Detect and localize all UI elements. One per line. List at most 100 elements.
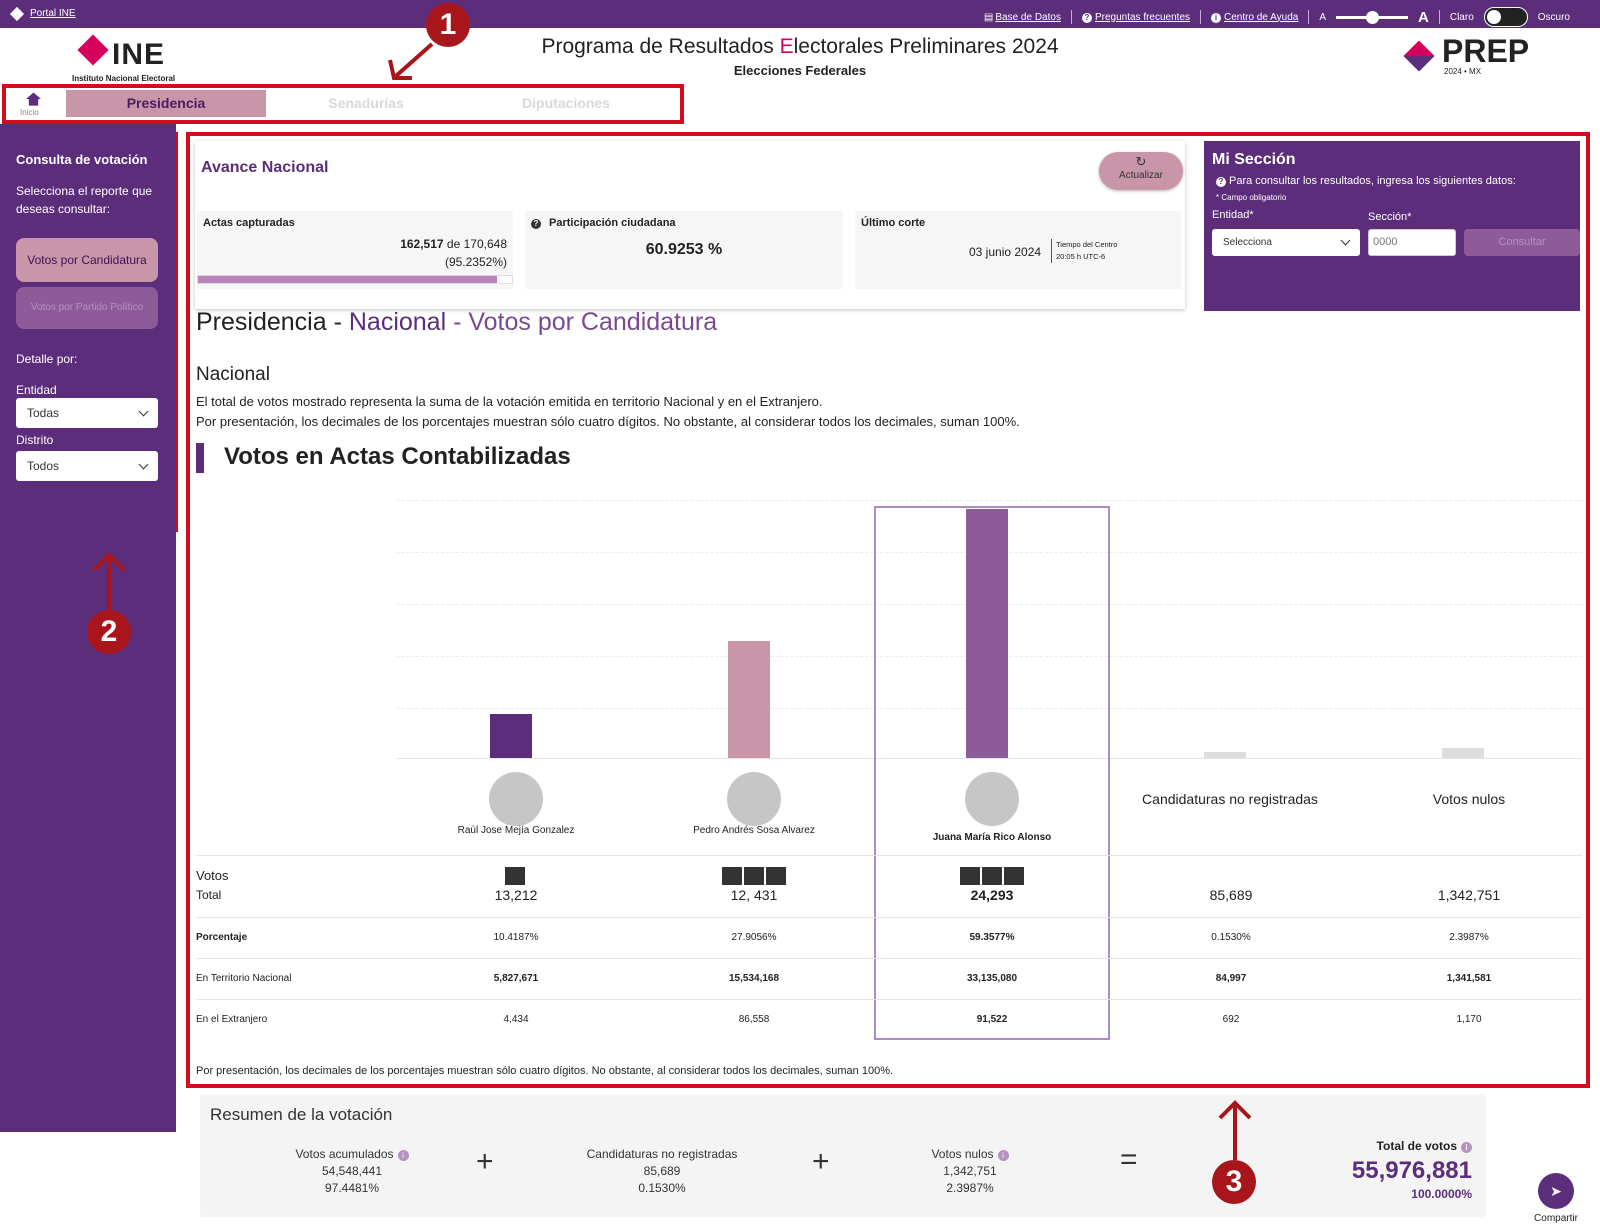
participacion-value: 60.9253 % — [645, 241, 723, 258]
actualizar-button[interactable]: ↻ Actualizar — [1099, 152, 1183, 190]
slider-knob[interactable] — [1366, 10, 1380, 24]
entidad-select[interactable]: Todas — [16, 398, 158, 428]
toggle-knob — [1486, 10, 1501, 24]
info-icon[interactable]: i — [397, 1150, 409, 1161]
results-heading: Presidencia - Nacional - Votos por Candi… — [196, 308, 717, 337]
column-header-votos-nulos: Votos nulos — [1432, 791, 1506, 807]
theme-toggle[interactable] — [1483, 7, 1528, 27]
claro-label: Claro — [1449, 11, 1474, 23]
bar-4 — [1442, 747, 1484, 758]
page-subtitle: Elecciones Federales — [733, 63, 867, 78]
mi-seccion-panel: Mi Sección ? Para consultar los resultado… — [1204, 141, 1580, 311]
party-logo — [982, 867, 1002, 885]
base-datos-link[interactable]: Base de Datos — [995, 11, 1061, 23]
votos-partido-button[interactable]: Votos por Partido Político — [16, 287, 158, 329]
compartir-button[interactable]: ➤ Compartir — [1530, 1173, 1582, 1224]
question-icon: ? — [1216, 177, 1226, 187]
cell-total: 13,212 — [494, 887, 538, 903]
tab-senadurias[interactable]: Senadurías — [328, 95, 404, 111]
total-value: 55,976,881 — [1351, 1157, 1472, 1184]
share-icon: ➤ — [1538, 1173, 1574, 1209]
row-divider — [196, 958, 1582, 959]
bar-0 — [490, 714, 532, 758]
party-logos — [505, 867, 525, 885]
corte-label: Último corte — [861, 217, 926, 229]
tab-home[interactable]: Inicio — [6, 90, 66, 117]
tab-diputaciones[interactable]: Diputaciones — [522, 95, 610, 111]
ms-entidad-select[interactable]: Selecciona — [1212, 229, 1360, 256]
candidate-name: Pedro Andrés Sosa Alvarez — [693, 825, 815, 836]
page-title: Programa de Resultados Electorales Preli… — [440, 35, 1160, 78]
question-icon: ? — [1081, 12, 1092, 23]
font-size-slider[interactable] — [1336, 10, 1409, 24]
votos-candidatura-button[interactable]: Votos por Candidatura — [16, 238, 158, 282]
avance-title: Avance Nacional — [201, 159, 329, 176]
acum-value: 54,548,441 — [321, 1164, 383, 1178]
actas-percent: (95.2352%) — [444, 255, 507, 269]
corte-tz1: Tiempo del Centro — [1056, 240, 1118, 249]
resumen-title: Resumen de la votación — [210, 1105, 393, 1124]
divider — [1200, 10, 1202, 24]
sidebar-title: Consulta de votación — [16, 152, 148, 167]
info-icon[interactable]: i — [997, 1150, 1009, 1161]
ultimo-corte-card: Último corte 03 junio 2024 Tiempo del Ce… — [855, 211, 1181, 289]
font-big-label: A — [1418, 8, 1429, 26]
centro-ayuda-link[interactable]: Centro de Ayuda — [1224, 11, 1299, 23]
description-text: Por presentación, los decimales de los p… — [196, 414, 1020, 429]
party-logo — [722, 867, 742, 885]
preguntas-link[interactable]: Preguntas frecuentes — [1094, 11, 1191, 23]
bar-3 — [1204, 752, 1246, 758]
annotation-box-main — [186, 132, 1590, 1088]
ine-logo-subtitle: Instituto Nacional Electoral — [72, 74, 176, 83]
candidate-name: Juana María Rico Alonso — [932, 832, 1052, 843]
corte-tz2: 20:05 h UTC-6 — [1056, 252, 1106, 261]
ms-entidad-label: Entidad* — [1212, 209, 1254, 221]
row-label-total: Total — [196, 888, 222, 902]
consultar-button[interactable]: Consultar — [1464, 229, 1580, 256]
cell-porcentaje: 2.3987% — [1449, 932, 1489, 943]
chevron-down-icon — [138, 459, 149, 470]
actualizar-label: Actualizar — [1119, 170, 1163, 181]
row-divider — [196, 917, 1582, 918]
actas-count: 162,517 — [400, 237, 444, 251]
prep-logo-word: PREP — [1442, 33, 1530, 69]
ms-entidad-value: Selecciona — [1223, 237, 1272, 248]
cell-extranjero: 91,522 — [976, 1014, 1008, 1025]
nulos-value: 1,342,751 — [943, 1164, 997, 1178]
distrito-select[interactable]: Todos — [16, 451, 158, 481]
votes-bar-chart — [396, 500, 1582, 760]
plus-sign: + — [812, 1145, 830, 1178]
oscuro-label: Oscuro — [1537, 11, 1570, 23]
party-logos — [960, 867, 1024, 885]
resumen-nulos: Votos nulos i 1,342,751 2.3987% — [880, 1146, 1060, 1197]
nacional-subheading: Nacional — [196, 364, 270, 385]
divider — [1308, 10, 1310, 24]
party-logo — [960, 867, 980, 885]
cell-extranjero: 86,558 — [738, 1014, 770, 1025]
resumen-no-registradas: Candidaturas no registradas 85,689 0.153… — [562, 1146, 762, 1197]
party-logo — [1004, 867, 1024, 885]
actas-progress-fill — [198, 276, 498, 283]
home-icon — [26, 92, 41, 106]
plus-sign: + — [476, 1145, 494, 1178]
total-pct: 100.0000% — [1411, 1187, 1472, 1201]
seccion-input[interactable]: 0000 — [1368, 229, 1456, 256]
corte-timezone: Tiempo del Centro 20:05 h UTC-6 — [1051, 239, 1117, 263]
portal-ine-link[interactable]: Portal INE — [30, 8, 76, 19]
info-icon[interactable]: i — [1461, 1142, 1472, 1153]
divider — [1438, 10, 1440, 24]
bar-1 — [728, 640, 770, 758]
tab-presidencia[interactable]: Presidencia — [66, 90, 266, 117]
candidate-name: Raúl Jose Mejía Gonzalez — [457, 825, 575, 836]
acum-label: Votos acumulados — [295, 1147, 394, 1161]
callout-1: 1 — [426, 3, 470, 47]
actas-label: Actas capturadas — [203, 217, 295, 229]
ine-logo-icon — [77, 34, 109, 66]
actas-values: 162,517 de 170,648 (95.2352%) — [400, 235, 507, 271]
cell-porcentaje: 27.9056% — [731, 932, 777, 943]
row-divider — [196, 999, 1582, 1000]
font-small-label: A — [1319, 11, 1327, 23]
callout-2: 2 — [87, 610, 131, 654]
total-label: Total de votos — [1376, 1139, 1457, 1153]
section-heading: Votos en Actas Contabilizadas — [196, 443, 571, 473]
